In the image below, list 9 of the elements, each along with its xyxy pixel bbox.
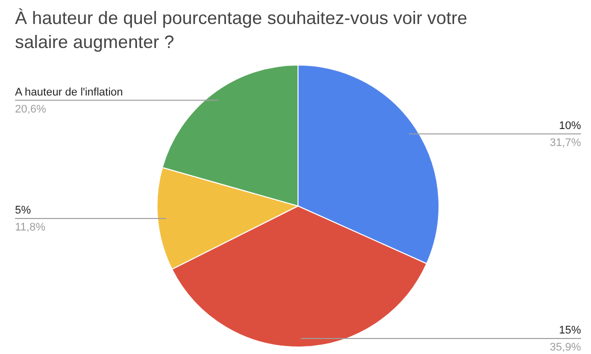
data-label: 11,8%	[15, 221, 46, 234]
slice-label: 5%	[15, 204, 32, 216]
chart-title: À hauteur de quel pourcentage souhaitez-vous voir votre salaire augmenter ?	[15, 8, 468, 52]
slice-label: A hauteur de l'inflation	[15, 86, 123, 98]
slice-label: 10%	[558, 120, 582, 132]
data-label: 35,9%	[550, 342, 582, 354]
data-label: 31,7%	[550, 136, 582, 149]
slice-label: 15%	[558, 324, 582, 337]
data-label: 20,6%	[15, 103, 46, 116]
